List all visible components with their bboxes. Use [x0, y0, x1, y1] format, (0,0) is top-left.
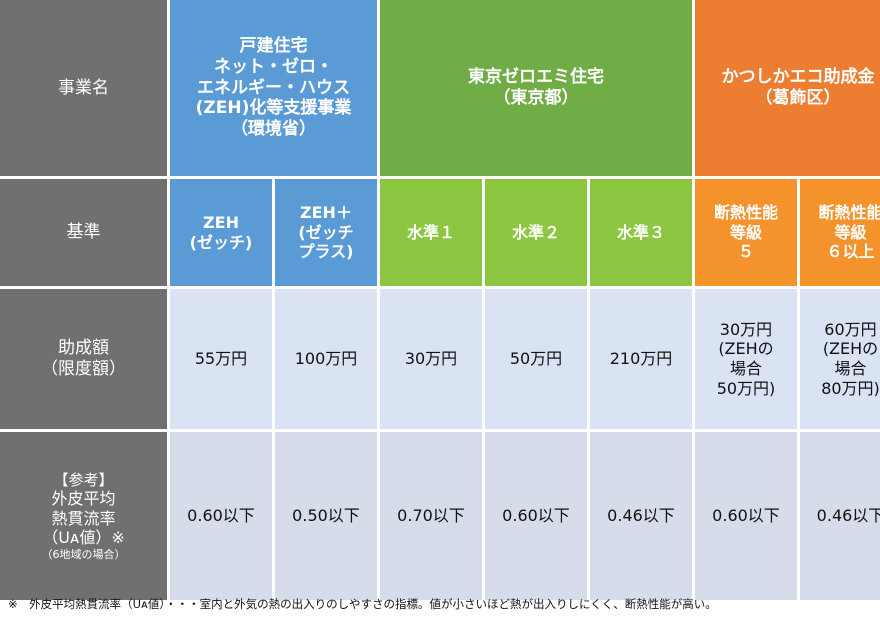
program-tokyo-zero-emission: 東京ゼロエミ住宅 （東京都） [380, 0, 692, 176]
subsidy-level-2: 50万円 [485, 289, 587, 429]
standard-level-2: 水準２ [485, 179, 587, 286]
subsidy-comparison-table: 事業名 戸建住宅 ネット・ゼロ・ エネルギー・ハウス (ZEH)化等支援事業 （… [0, 0, 880, 600]
reference-title: 【参考】 [53, 470, 114, 489]
standard-insulation-grade-5: 断熱性能 等級 ５ [695, 179, 797, 286]
ua-zeh: 0.60以下 [170, 432, 272, 600]
footnote: ※ 外皮平均熱貫流率（Uᴀ値）・・・室内と外気の熱の出入りのしやすさの指標。値が… [8, 597, 717, 611]
standard-insulation-grade-6: 断熱性能 等級 ６以上 [800, 179, 880, 286]
program-zeh-environment-ministry: 戸建住宅 ネット・ゼロ・ エネルギー・ハウス (ZEH)化等支援事業 （環境省） [170, 0, 377, 176]
standard-zeh-plus: ZEH＋ (ゼッチ プラス) [275, 179, 377, 286]
row-header-standard: 基準 [0, 179, 167, 286]
ua-level-3: 0.46以下 [590, 432, 692, 600]
program-katsushika-eco: かつしかエコ助成金 （葛飾区） [695, 0, 880, 176]
reference-main: 外皮平均 熱貫流率 （Uᴀ値）※ [42, 489, 125, 548]
subsidy-zeh-plus: 100万円 [275, 289, 377, 429]
ua-grade-6: 0.46以下 [800, 432, 880, 600]
subsidy-level-1: 30万円 [380, 289, 482, 429]
subsidy-level-3: 210万円 [590, 289, 692, 429]
subsidy-grade-5: 30万円 (ZEHの 場合 50万円) [695, 289, 797, 429]
standard-level-3: 水準３ [590, 179, 692, 286]
ua-level-2: 0.60以下 [485, 432, 587, 600]
standard-zeh: ZEH (ゼッチ) [170, 179, 272, 286]
row-header-ua-value: 【参考】 外皮平均 熱貫流率 （Uᴀ値）※ （6地域の場合） [0, 432, 167, 600]
subsidy-grade-6: 60万円 (ZEHの 場合 80万円) [800, 289, 880, 429]
subsidy-zeh: 55万円 [170, 289, 272, 429]
ua-grade-5: 0.60以下 [695, 432, 797, 600]
row-header-business-name: 事業名 [0, 0, 167, 176]
standard-level-1: 水準１ [380, 179, 482, 286]
reference-note: （6地域の場合） [41, 547, 126, 561]
ua-zeh-plus: 0.50以下 [275, 432, 377, 600]
ua-level-1: 0.70以下 [380, 432, 482, 600]
row-header-subsidy: 助成額 （限度額） [0, 289, 167, 429]
